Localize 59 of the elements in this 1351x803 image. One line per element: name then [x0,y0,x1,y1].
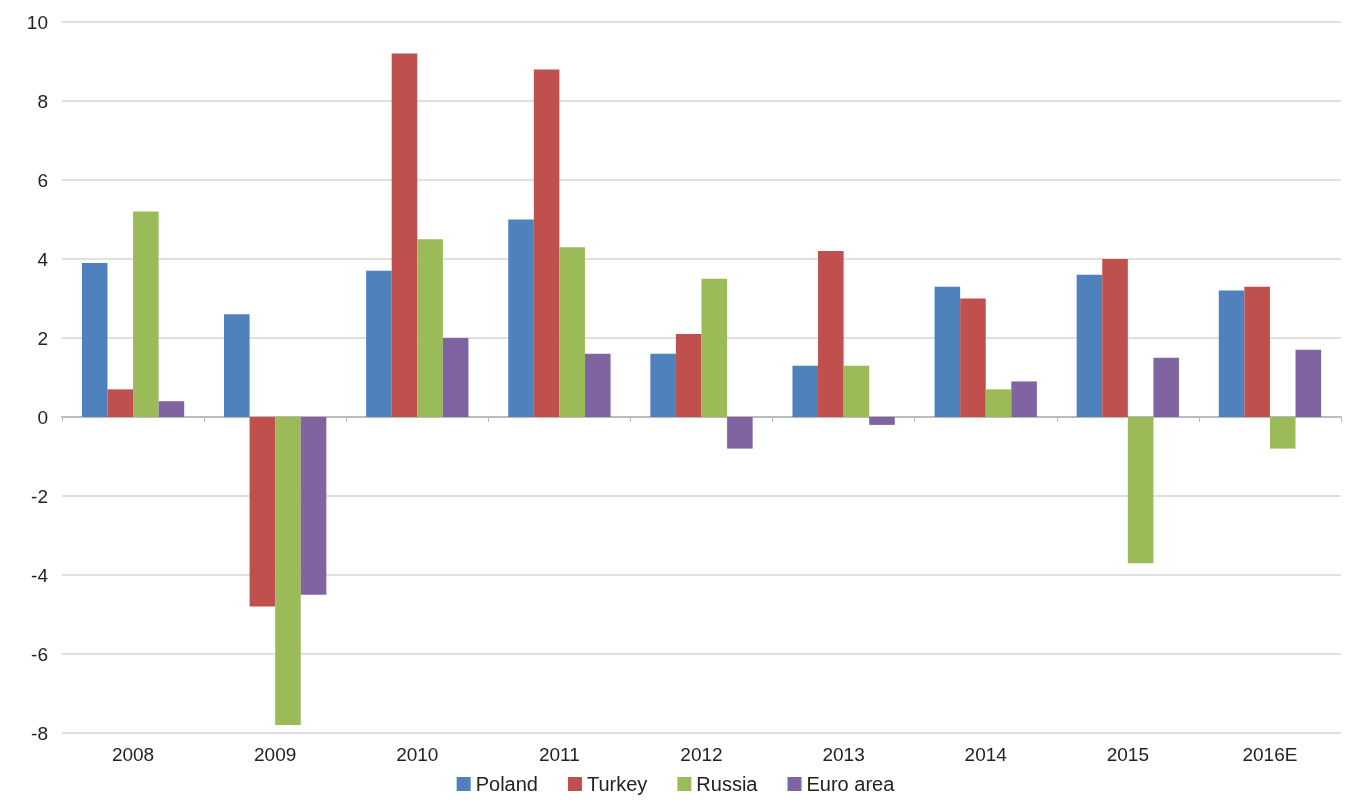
legend-label: Poland [475,773,538,795]
bar [1011,381,1037,417]
bar [1153,357,1179,417]
bar [985,389,1012,417]
bar [1076,274,1103,417]
bar [107,389,134,417]
bar [1244,286,1270,417]
bar [960,298,986,417]
bar [81,262,108,417]
bar [133,211,159,417]
bar [224,314,250,417]
bar [300,417,327,595]
legend-label: Russia [696,773,759,795]
x-tick-label: 2010 [396,744,439,765]
bar [701,278,728,417]
y-tick-label: 8 [37,90,48,112]
bar [1127,417,1154,564]
y-tick-label: 6 [37,169,48,191]
x-tick-label: 2014 [964,744,1008,765]
bar [275,417,301,726]
bar [934,286,961,417]
bar [249,417,276,607]
y-tick-label: -6 [31,643,48,665]
y-tick-label: -8 [31,722,48,744]
x-tick-label: 2009 [254,744,297,765]
bar [792,365,819,417]
bar [158,401,185,417]
y-tick-label: 2 [37,327,48,349]
bar [1218,290,1245,417]
bar [818,251,844,417]
x-tick-label: 2015 [1106,744,1149,765]
legend-label: Euro area [806,773,896,795]
bar [1102,259,1128,417]
bar [843,365,870,417]
x-tick-label: 2012 [680,744,723,765]
bar [559,247,585,417]
y-tick-label: -4 [31,564,49,586]
bar [391,53,418,417]
bar [727,417,753,449]
x-tick-label: 2013 [822,744,865,765]
y-tick-label: 4 [37,248,49,270]
bar [533,69,560,417]
y-tick-label: 0 [37,406,48,428]
y-tick-label: 10 [26,11,48,33]
bar [1295,349,1322,417]
y-tick-label: -2 [31,485,48,507]
x-tick-label: 2011 [538,744,580,765]
legend-label: Turkey [586,773,648,795]
bar [417,239,443,417]
bar [366,270,392,417]
bar [1269,417,1296,449]
bar [508,219,534,417]
bar [869,417,895,425]
bar [650,353,676,417]
bar [584,353,611,417]
x-tick-label: 2008 [111,744,155,765]
bar [442,338,469,417]
bar [675,334,702,417]
x-tick-label: 2016E [1242,744,1298,765]
